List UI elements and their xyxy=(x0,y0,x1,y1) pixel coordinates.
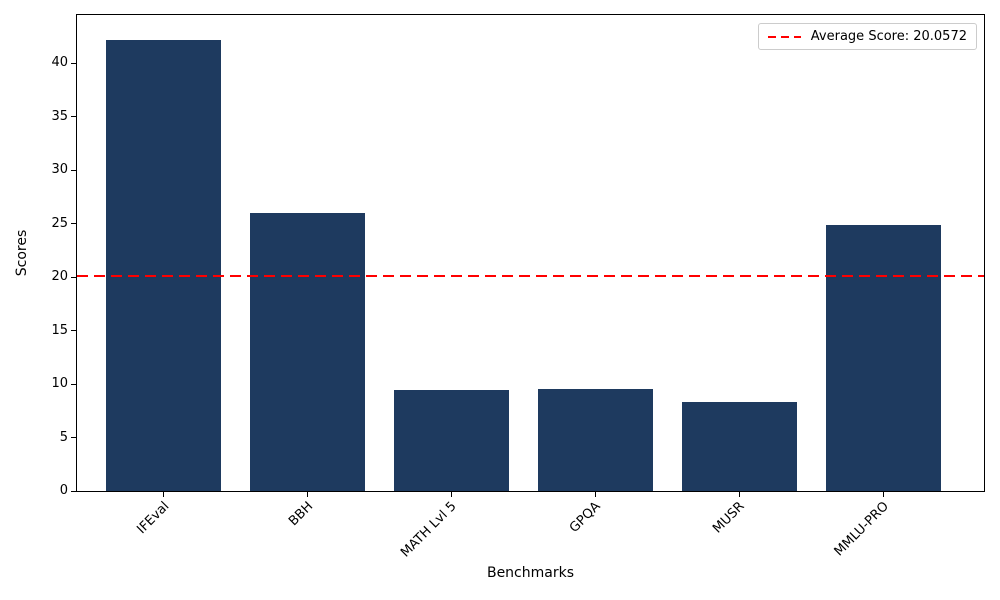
dashed-line-icon xyxy=(767,35,801,38)
x-axis-label: Benchmarks xyxy=(486,565,575,581)
bar-IFEval xyxy=(105,40,221,491)
average-score-line xyxy=(77,275,984,278)
y-tick-label-20: 20 xyxy=(51,269,68,285)
bar-MATH Lvl 5 xyxy=(393,390,509,491)
y-tick-5 xyxy=(71,437,77,439)
x-tick-MUSR xyxy=(739,491,741,497)
legend: Average Score: 20.0572 xyxy=(757,23,977,50)
x-tick-MMLU-PRO xyxy=(883,491,885,497)
y-axis-label: Scores xyxy=(14,229,30,277)
y-tick-35 xyxy=(71,116,77,118)
x-tick-IFEval xyxy=(163,491,165,497)
y-tick-label-35: 35 xyxy=(51,108,68,124)
y-tick-label-25: 25 xyxy=(51,215,68,231)
plot-area: IFEval BBH MATH Lvl 5 GPQA MUSR MMLU-PRO 0 5 10 1… xyxy=(51,14,985,560)
y-tick-label-40: 40 xyxy=(51,55,68,71)
bar-BBH xyxy=(249,212,365,491)
bar-GPQA xyxy=(537,389,653,491)
x-tick-MATH Lvl 5 xyxy=(451,491,453,497)
y-tick-10 xyxy=(71,383,77,385)
y-tick-40 xyxy=(71,62,77,64)
y-tick-0 xyxy=(71,490,77,492)
y-tick-20 xyxy=(71,276,77,278)
y-tick-label-5: 5 xyxy=(59,429,68,445)
y-tick-15 xyxy=(71,330,77,332)
x-tick-GPQA xyxy=(595,491,597,497)
y-tick-label-15: 15 xyxy=(51,322,68,338)
y-tick-label-0: 0 xyxy=(59,483,68,498)
y-tick-label-30: 30 xyxy=(51,162,68,178)
y-tick-30 xyxy=(71,169,77,171)
bar-MMLU-PRO xyxy=(825,224,941,491)
y-tick-label-10: 10 xyxy=(51,376,68,392)
x-tick-BBH xyxy=(307,491,309,497)
y-tick-25 xyxy=(71,223,77,225)
bar-MUSR xyxy=(681,401,797,491)
legend-label: Average Score: 20.0572 xyxy=(810,29,967,44)
